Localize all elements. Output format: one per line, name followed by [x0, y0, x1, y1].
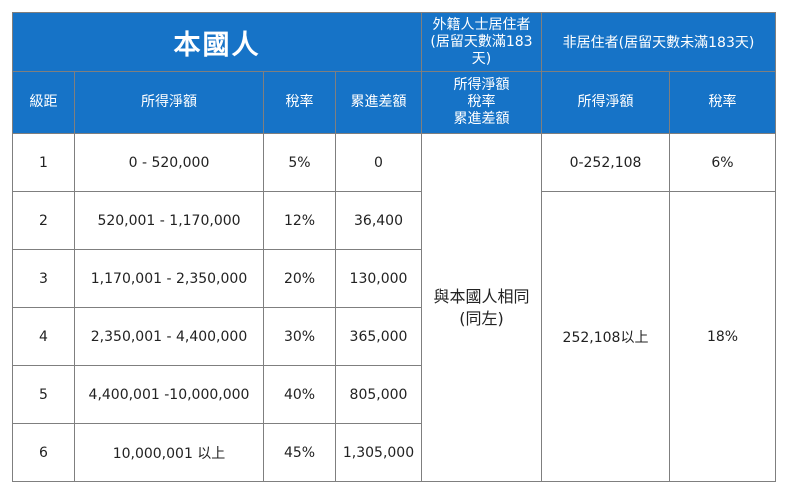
income-cell: 4,400,001 -10,000,000 — [74, 365, 264, 424]
bracket-cell: 2 — [12, 191, 75, 250]
income-cell: 1,170,001 - 2,350,000 — [74, 249, 264, 308]
col-header-foreign: 所得淨額 稅率 累進差額 — [421, 71, 542, 134]
nonres-income-cell-2: 252,108以上 — [541, 191, 670, 482]
col-header-income: 所得淨額 — [74, 71, 264, 134]
bracket-cell: 4 — [12, 307, 75, 366]
foreign-resident-header: 外籍人士居住者(居留天數滿183天) — [421, 12, 542, 72]
table-row: 1 0 - 520,000 5% 0 與本國人相同 (同左) 0-252,108… — [12, 133, 776, 482]
col-header-foreign-line3: 累進差額 — [453, 111, 510, 127]
table-row: 5 4,400,001 -10,000,000 40% 805,000 — [12, 365, 776, 424]
nonresident-header: 非居住者(居留天數未滿183天) — [541, 12, 776, 72]
header-row-2: 級距 所得淨額 稅率 累進差額 所得淨額 稅率 累進差額 所得淨額 稅率 — [12, 71, 776, 134]
header-row-1: 本國人 外籍人士居住者(居留天數滿183天) 非居住者(居留天數未滿183天) — [12, 12, 776, 72]
table-row: 4 2,350,001 - 4,400,000 30% 365,000 — [12, 307, 776, 366]
rate-cell: 45% — [263, 423, 336, 482]
income-cell: 520,001 - 1,170,000 — [74, 191, 264, 250]
col-header-deduction: 累進差額 — [335, 71, 422, 134]
foreign-same-line2: (同左) — [459, 308, 504, 328]
domestic-header: 本國人 — [12, 12, 422, 72]
nonres-income-cell-1: 0-252,108 — [541, 133, 670, 192]
rate-cell: 30% — [263, 307, 336, 366]
deduction-cell: 36,400 — [335, 191, 422, 250]
foreign-same-line1: 與本國人相同 — [433, 286, 530, 306]
bracket-cell: 5 — [12, 365, 75, 424]
rate-cell: 12% — [263, 191, 336, 250]
income-cell: 0 - 520,000 — [74, 133, 264, 192]
rate-cell: 40% — [263, 365, 336, 424]
nonres-rate-cell-2: 18% — [669, 191, 776, 482]
deduction-cell: 1,305,000 — [335, 423, 422, 482]
bracket-cell: 6 — [12, 423, 75, 482]
rate-cell: 5% — [263, 133, 336, 192]
deduction-cell: 0 — [335, 133, 422, 192]
deduction-cell: 365,000 — [335, 307, 422, 366]
income-cell: 10,000,001 以上 — [74, 423, 264, 482]
col-header-nonres-income: 所得淨額 — [541, 71, 670, 134]
col-header-rate: 稅率 — [263, 71, 336, 134]
col-header-foreign-line2: 稅率 — [467, 94, 496, 110]
table-row: 3 1,170,001 - 2,350,000 20% 130,000 — [12, 249, 776, 308]
col-header-bracket: 級距 — [12, 71, 75, 134]
table-row: 6 10,000,001 以上 45% 1,305,000 — [12, 423, 776, 482]
foreign-same-as-domestic-cell: 與本國人相同 (同左) — [421, 133, 542, 482]
bracket-cell: 1 — [12, 133, 75, 192]
bracket-cell: 3 — [12, 249, 75, 308]
rate-cell: 20% — [263, 249, 336, 308]
col-header-foreign-line1: 所得淨額 — [453, 77, 510, 93]
deduction-cell: 130,000 — [335, 249, 422, 308]
deduction-cell: 805,000 — [335, 365, 422, 424]
col-header-nonres-rate: 稅率 — [669, 71, 776, 134]
table-row: 2 520,001 - 1,170,000 12% 36,400 252,108… — [12, 191, 776, 482]
nonres-rate-cell-1: 6% — [669, 133, 776, 192]
tax-rate-table: 本國人 外籍人士居住者(居留天數滿183天) 非居住者(居留天數未滿183天) … — [12, 12, 776, 482]
income-cell: 2,350,001 - 4,400,000 — [74, 307, 264, 366]
